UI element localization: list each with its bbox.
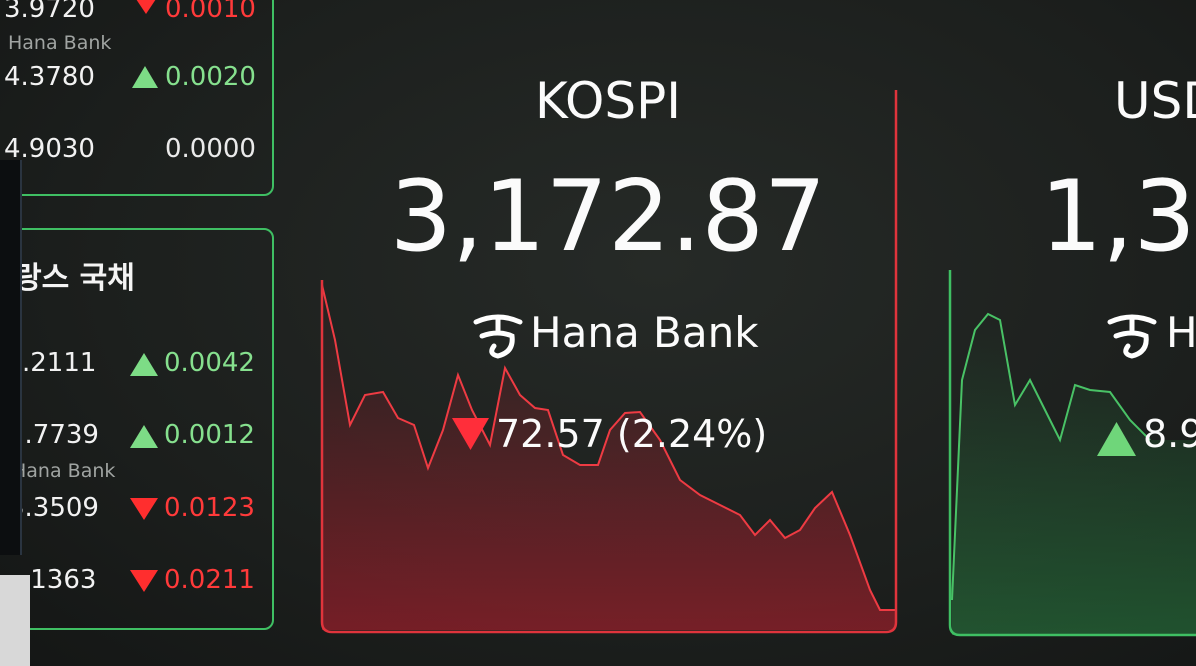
index-value: 3,172.87 <box>389 160 827 274</box>
up-triangle <box>130 425 158 448</box>
up-triangle <box>130 353 158 376</box>
down-triangle <box>130 570 158 592</box>
rate-value: 3.3509 <box>8 493 99 523</box>
monitor-edge <box>0 160 22 555</box>
index-title: KOSPI <box>534 72 682 130</box>
rate-value: 4.3780 <box>4 62 95 92</box>
up-triangle <box>1097 422 1136 456</box>
brand: Hana Bank <box>12 460 116 482</box>
hana-logo <box>1107 314 1157 359</box>
index-title: USD <box>1114 72 1196 130</box>
down-triangle <box>452 418 489 450</box>
usd-sparkline <box>948 270 1196 637</box>
index-change: 72.57 (2.24%) <box>496 412 768 456</box>
brand: Hana Bank <box>8 32 112 54</box>
rate-value: 3.9720 <box>4 0 95 24</box>
rate-change: 0.0042 <box>164 348 255 378</box>
hana-logo <box>473 314 523 359</box>
index-value: 1,39 <box>1040 160 1196 274</box>
down-triangle <box>130 498 158 520</box>
kospi-sparkline <box>320 90 898 634</box>
rate-change: 0.0012 <box>164 420 255 450</box>
rate-change: 0.0010 <box>165 0 256 24</box>
rate-value: .2111 <box>22 348 97 378</box>
sparkline <box>321 284 895 611</box>
panel-title: 랑스 국채 <box>14 261 135 296</box>
panel-border <box>948 270 1196 637</box>
up-triangle <box>132 66 158 88</box>
rate-change: 0.0123 <box>164 493 255 523</box>
sparkline <box>951 312 1151 601</box>
left-top-panel <box>0 0 274 196</box>
rate-value: 4.9030 <box>4 134 95 164</box>
rate-value: 2.7739 <box>8 420 99 450</box>
foreground-object <box>0 575 30 666</box>
sparkline-fill <box>952 314 1196 635</box>
brand: Hana Bank <box>530 308 759 357</box>
rate-value: .1363 <box>22 565 97 595</box>
brand: Hana Bank <box>1166 308 1196 357</box>
left-bottom-panel <box>0 228 274 630</box>
rate-change: 0.0020 <box>165 62 256 92</box>
panel-border <box>320 90 898 634</box>
index-change: 8.9 <box>1143 412 1196 456</box>
down-triangle <box>136 0 156 14</box>
sparkline-fill <box>322 285 895 630</box>
rate-change: 0.0211 <box>164 565 255 595</box>
rate-change: 0.0000 <box>165 134 256 164</box>
